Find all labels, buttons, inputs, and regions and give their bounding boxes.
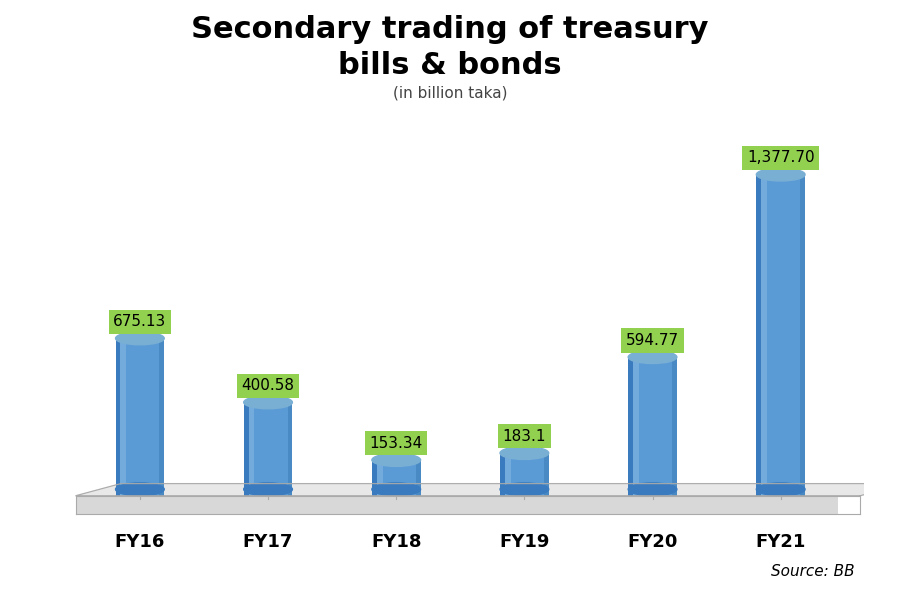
- Bar: [248, 403, 287, 496]
- Bar: [505, 453, 544, 496]
- Ellipse shape: [500, 446, 549, 460]
- Bar: [121, 338, 159, 496]
- Bar: [761, 175, 767, 496]
- Bar: [372, 460, 377, 496]
- Bar: [672, 357, 677, 496]
- Ellipse shape: [115, 332, 164, 345]
- Ellipse shape: [500, 483, 549, 496]
- Ellipse shape: [372, 454, 420, 466]
- Bar: [761, 175, 800, 496]
- Bar: [287, 403, 292, 496]
- Bar: [377, 460, 382, 496]
- Bar: [633, 357, 672, 496]
- Ellipse shape: [244, 396, 292, 409]
- Text: bills & bonds: bills & bonds: [338, 51, 562, 80]
- Bar: [76, 496, 839, 514]
- Ellipse shape: [756, 168, 805, 181]
- Bar: [628, 357, 633, 496]
- Bar: [159, 338, 164, 496]
- Ellipse shape: [115, 483, 164, 496]
- Bar: [248, 403, 255, 496]
- Text: (in billion taka): (in billion taka): [392, 85, 508, 100]
- Text: 183.1: 183.1: [502, 429, 546, 444]
- Text: 153.34: 153.34: [370, 436, 423, 451]
- Bar: [756, 175, 761, 496]
- Bar: [377, 460, 416, 496]
- Bar: [633, 357, 639, 496]
- Bar: [244, 403, 248, 496]
- Ellipse shape: [628, 483, 677, 496]
- Bar: [115, 338, 121, 496]
- Bar: [416, 460, 420, 496]
- Text: 675.13: 675.13: [113, 314, 166, 329]
- Text: Source: BB: Source: BB: [771, 564, 855, 579]
- Polygon shape: [76, 484, 900, 496]
- Text: Secondary trading of treasury: Secondary trading of treasury: [191, 15, 709, 44]
- Ellipse shape: [756, 483, 805, 496]
- Text: 594.77: 594.77: [626, 333, 680, 348]
- Bar: [500, 453, 505, 496]
- Bar: [544, 453, 549, 496]
- Text: 400.58: 400.58: [241, 378, 294, 393]
- Bar: [121, 338, 126, 496]
- Bar: [505, 453, 510, 496]
- Ellipse shape: [244, 483, 292, 496]
- Text: 1,377.70: 1,377.70: [747, 151, 814, 166]
- Ellipse shape: [628, 350, 677, 364]
- Ellipse shape: [372, 483, 420, 496]
- Bar: [800, 175, 805, 496]
